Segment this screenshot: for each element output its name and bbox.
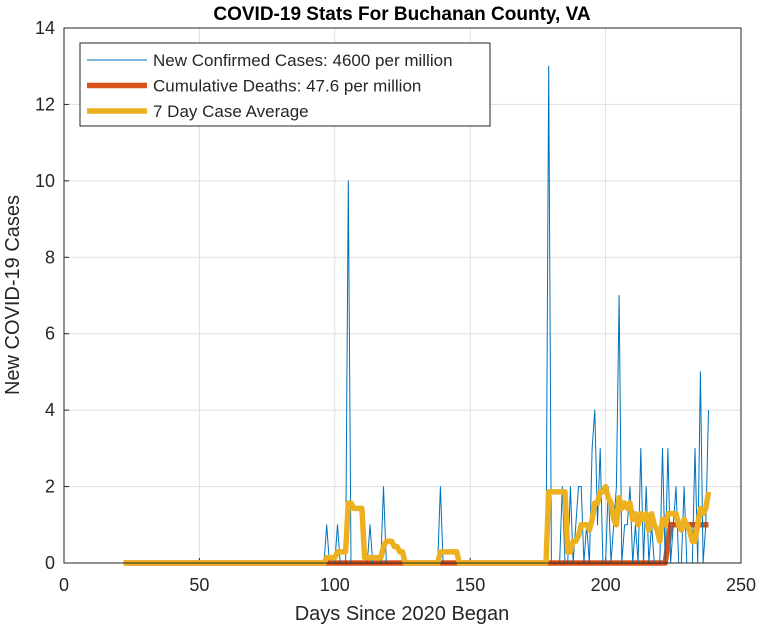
y-tick-label: 6 [45,324,55,344]
y-tick-label: 8 [45,247,55,267]
legend-box [79,42,491,127]
x-tick-label: 250 [726,575,756,595]
y-tick-label: 14 [35,18,55,38]
series-line-1 [123,522,709,566]
y-tick-label: 4 [45,400,55,420]
chart-title: COVID-19 Stats For Buchanan County, VA [213,4,591,25]
series-line-0 [123,65,709,564]
x-tick-label: 0 [59,575,69,595]
legend-label-1: Cumulative Deaths: 47.6 per million [153,77,421,96]
y-tick-label: 2 [45,477,55,497]
y-tick-label: 12 [35,94,55,114]
y-tick-label: 0 [45,553,55,573]
x-tick-label: 200 [591,575,621,595]
x-tick-label: 100 [320,575,350,595]
x-tick-label: 50 [189,575,209,595]
plot-series [123,65,712,566]
y-tick-label: 10 [35,171,55,191]
legend-label-2: 7 Day Case Average [153,102,309,121]
y-tick-labels: 0 2 4 6 8 10 12 14 [35,18,55,573]
legend: New Confirmed Cases: 4600 per million Cum… [79,42,491,127]
y-axis-title: New COVID-19 Cases [2,195,24,395]
plot-frame [63,27,742,564]
x-tick-label: 150 [455,575,485,595]
series-line-2 [123,483,712,566]
x-axis-title: Days Since 2020 Began [295,603,510,625]
x-tick-labels: 0 50 100 150 200 250 [59,575,756,595]
legend-label-0: New Confirmed Cases: 4600 per million [153,51,453,70]
